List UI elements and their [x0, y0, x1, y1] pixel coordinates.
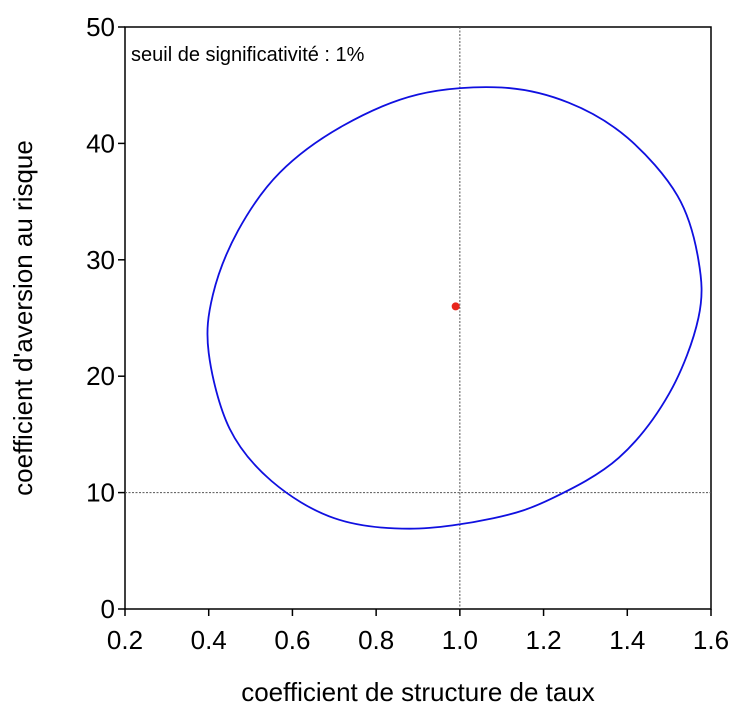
axis-ticks: [118, 26, 712, 616]
point-estimate: [451, 302, 460, 311]
x-tick-label: 0.8: [358, 625, 394, 655]
plot-area: [124, 26, 712, 610]
x-tick-label: 0.4: [191, 625, 227, 655]
y-tick-label: 50: [86, 12, 115, 42]
y-tick-label: 20: [86, 361, 115, 391]
reference-lines: [125, 27, 711, 609]
x-tick-label: 0.2: [107, 625, 143, 655]
y-tick-label: 0: [101, 594, 115, 624]
y-tick-labels: 0 10 20 30 40 50: [86, 12, 115, 624]
y-tick-label: 30: [86, 245, 115, 275]
y-tick-label: 40: [86, 128, 115, 158]
confidence-ellipse: [206, 86, 703, 530]
x-tick-label: 0.6: [274, 625, 310, 655]
annotation-text: seuil de significativité : 1%: [131, 44, 365, 66]
x-axis-title: coefficient de structure de taux: [241, 677, 595, 707]
x-tick-label: 1.6: [693, 625, 729, 655]
x-tick-label: 1.2: [525, 625, 561, 655]
x-tick-label: 1.0: [442, 625, 478, 655]
x-tick-labels: 0.2 0.4 0.6 0.8 1.0 1.2 1.4 1.6: [107, 625, 729, 655]
y-tick-label: 10: [86, 478, 115, 508]
x-tick-label: 1.4: [609, 625, 645, 655]
y-axis-title: coefficient d'aversion au risque: [8, 140, 38, 496]
